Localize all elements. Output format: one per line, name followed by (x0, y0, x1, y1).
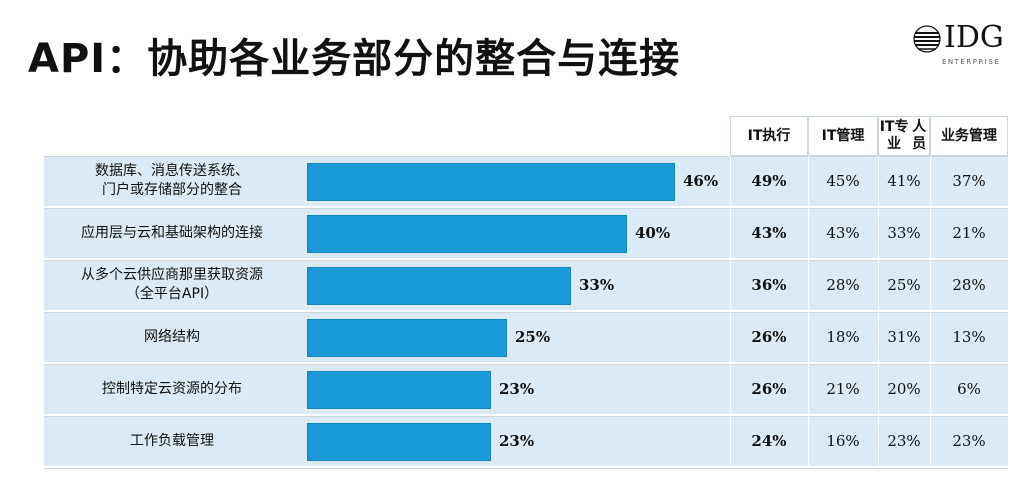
table-header-line: IT专业 (879, 119, 909, 152)
table-cell: 43% (751, 224, 787, 242)
category-label-line: 网络结构 (144, 328, 200, 345)
category-label-line: 从多个云供应商那里获取资源 (81, 267, 263, 283)
table-cell: 33% (887, 224, 921, 242)
column-divider (878, 156, 879, 468)
table-header-3: 业务管理 (930, 116, 1008, 156)
column-divider (730, 156, 731, 468)
table-cell: 43% (826, 224, 860, 242)
bar-value-label: 23% (499, 432, 535, 450)
table-header-line: IT管理 (821, 127, 865, 144)
table-cell: 45% (826, 172, 860, 190)
category-label-line: 工作负载管理 (130, 432, 214, 449)
logo-subtitle: ENTERPRISE (942, 58, 1001, 66)
bar (307, 371, 491, 409)
bar-value-label: 33% (579, 276, 615, 294)
table-header-line: IT执行 (747, 127, 791, 144)
table-cell: 6% (957, 380, 981, 398)
category-label-line: 门户或存储部分的整合 (102, 182, 242, 198)
category-label: 网络结构 (44, 312, 300, 362)
table-cell: 37% (952, 172, 986, 190)
table-cell: 28% (952, 276, 986, 294)
page-title: API：协助各业务部分的整合与连接 (28, 36, 681, 82)
bar (307, 423, 491, 461)
table-header-line: 业务管理 (941, 127, 997, 144)
category-label: 应用层与云和基础架构的连接 (44, 208, 300, 258)
table-cell: 26% (751, 328, 787, 346)
table-cell: 16% (826, 432, 860, 450)
table-cell: 23% (887, 432, 921, 450)
table-cell: 25% (887, 276, 921, 294)
table-header-line: 人员 (912, 119, 927, 152)
bar (307, 215, 627, 253)
table-cell: 21% (952, 224, 986, 242)
table-cell: 24% (751, 432, 787, 450)
table-cell: 31% (887, 328, 921, 346)
category-label: 从多个云供应商那里获取资源 （全平台API） (44, 260, 300, 310)
table-cell: 18% (826, 328, 860, 346)
table-cell: 28% (826, 276, 860, 294)
table-cell: 41% (887, 172, 921, 190)
bar-value-label: 46% (683, 172, 719, 190)
logo-wordmark: IDG (944, 20, 1004, 55)
column-divider (930, 156, 931, 468)
bar (307, 319, 507, 357)
table-cell: 20% (887, 380, 921, 398)
category-label-line: 数据库、消息传送系统、 (95, 163, 249, 179)
bar-value-label: 23% (499, 380, 535, 398)
table-cell: 13% (952, 328, 986, 346)
table-cell: 21% (826, 380, 860, 398)
bar (307, 163, 675, 201)
bar (307, 267, 571, 305)
category-label-line: （全平台API） (125, 286, 219, 302)
table-bottom-border (44, 468, 1008, 469)
table-row (44, 364, 1008, 414)
table-cell: 36% (751, 276, 787, 294)
category-label: 数据库、消息传送系统、 门户或存储部分的整合 (44, 156, 300, 206)
table-row (44, 312, 1008, 362)
table-cell: 23% (952, 432, 986, 450)
table-header-2: IT专业 人员 (878, 116, 930, 156)
table-cell: 26% (751, 380, 787, 398)
category-label: 工作负载管理 (44, 416, 300, 466)
bar-value-label: 25% (515, 328, 551, 346)
globe-icon (913, 25, 941, 53)
table-cell: 49% (751, 172, 787, 190)
table-header-0: IT执行 (730, 116, 808, 156)
bar-value-label: 40% (635, 224, 671, 242)
table-row (44, 416, 1008, 466)
category-label-line: 应用层与云和基础架构的连接 (81, 224, 263, 241)
category-label-line: 控制特定云资源的分布 (102, 380, 242, 397)
table-header-1: IT管理 (808, 116, 878, 156)
category-label: 控制特定云资源的分布 (44, 364, 300, 414)
column-divider (808, 156, 809, 468)
idg-logo: IDG ENTERPRISE (912, 20, 1018, 72)
